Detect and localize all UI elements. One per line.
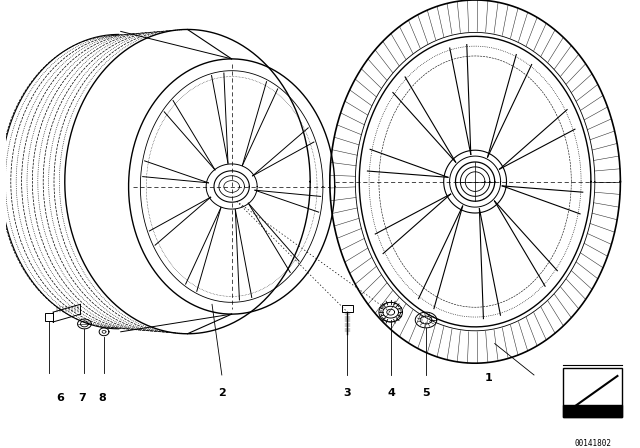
Text: 8: 8 xyxy=(98,392,106,403)
Bar xyxy=(563,368,622,417)
Text: 3: 3 xyxy=(344,388,351,398)
Text: 5: 5 xyxy=(422,388,430,398)
Bar xyxy=(45,313,53,321)
Text: 4: 4 xyxy=(388,388,396,398)
Text: 7: 7 xyxy=(79,392,86,403)
Bar xyxy=(563,405,622,417)
Text: 00141802: 00141802 xyxy=(574,439,611,448)
Text: 1: 1 xyxy=(485,373,493,383)
Text: 2: 2 xyxy=(218,388,226,398)
Bar xyxy=(342,305,353,312)
Text: 6: 6 xyxy=(56,392,64,403)
